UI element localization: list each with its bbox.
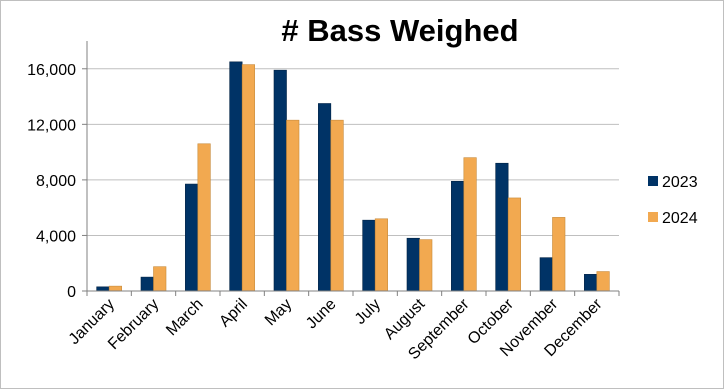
y-tick-label: 4,000: [36, 228, 76, 245]
bar-2023-march: [185, 183, 199, 292]
legend-swatch-2023: [648, 176, 658, 186]
bar-2023-april: [229, 61, 243, 292]
bar-2023-december: [584, 274, 598, 292]
bar-2024-july: [374, 218, 388, 292]
bar-2024-december: [596, 271, 610, 292]
y-tick-label: 8,000: [36, 173, 76, 190]
legend-label-2024: 2024: [662, 210, 698, 227]
bar-2023-august: [406, 237, 420, 292]
bar-2023-february: [140, 276, 154, 292]
y-tick-label: 0: [67, 284, 76, 301]
bar-2023-november: [539, 257, 553, 292]
bar-2024-february: [153, 266, 167, 292]
bar-2024-september: [463, 157, 477, 292]
bars: [96, 61, 610, 292]
bar-2024-april: [241, 64, 255, 292]
y-tick-label: 16,000: [27, 62, 76, 79]
bar-2023-may: [273, 69, 287, 292]
chart-title: # Bass Weighed: [281, 13, 518, 48]
legend-label-2023: 2023: [662, 174, 698, 191]
bar-2024-june: [330, 119, 344, 292]
bar-2023-september: [451, 180, 465, 292]
legend-swatch-2024: [648, 212, 658, 222]
bar-2024-october: [507, 197, 521, 292]
bar-2023-january: [96, 286, 110, 292]
y-tick-label: 12,000: [27, 117, 76, 134]
gridlines: [87, 68, 619, 236]
bar-2023-october: [495, 162, 509, 292]
bar-2024-january: [108, 285, 122, 292]
bar-2024-march: [197, 143, 211, 292]
legend: 2023 2024: [648, 174, 698, 227]
bar-2023-june: [318, 103, 332, 292]
bar-2024-may: [286, 119, 300, 292]
bar-2023-july: [362, 219, 376, 292]
bar-2024-august: [419, 239, 433, 292]
bar-2024-november: [552, 217, 566, 292]
